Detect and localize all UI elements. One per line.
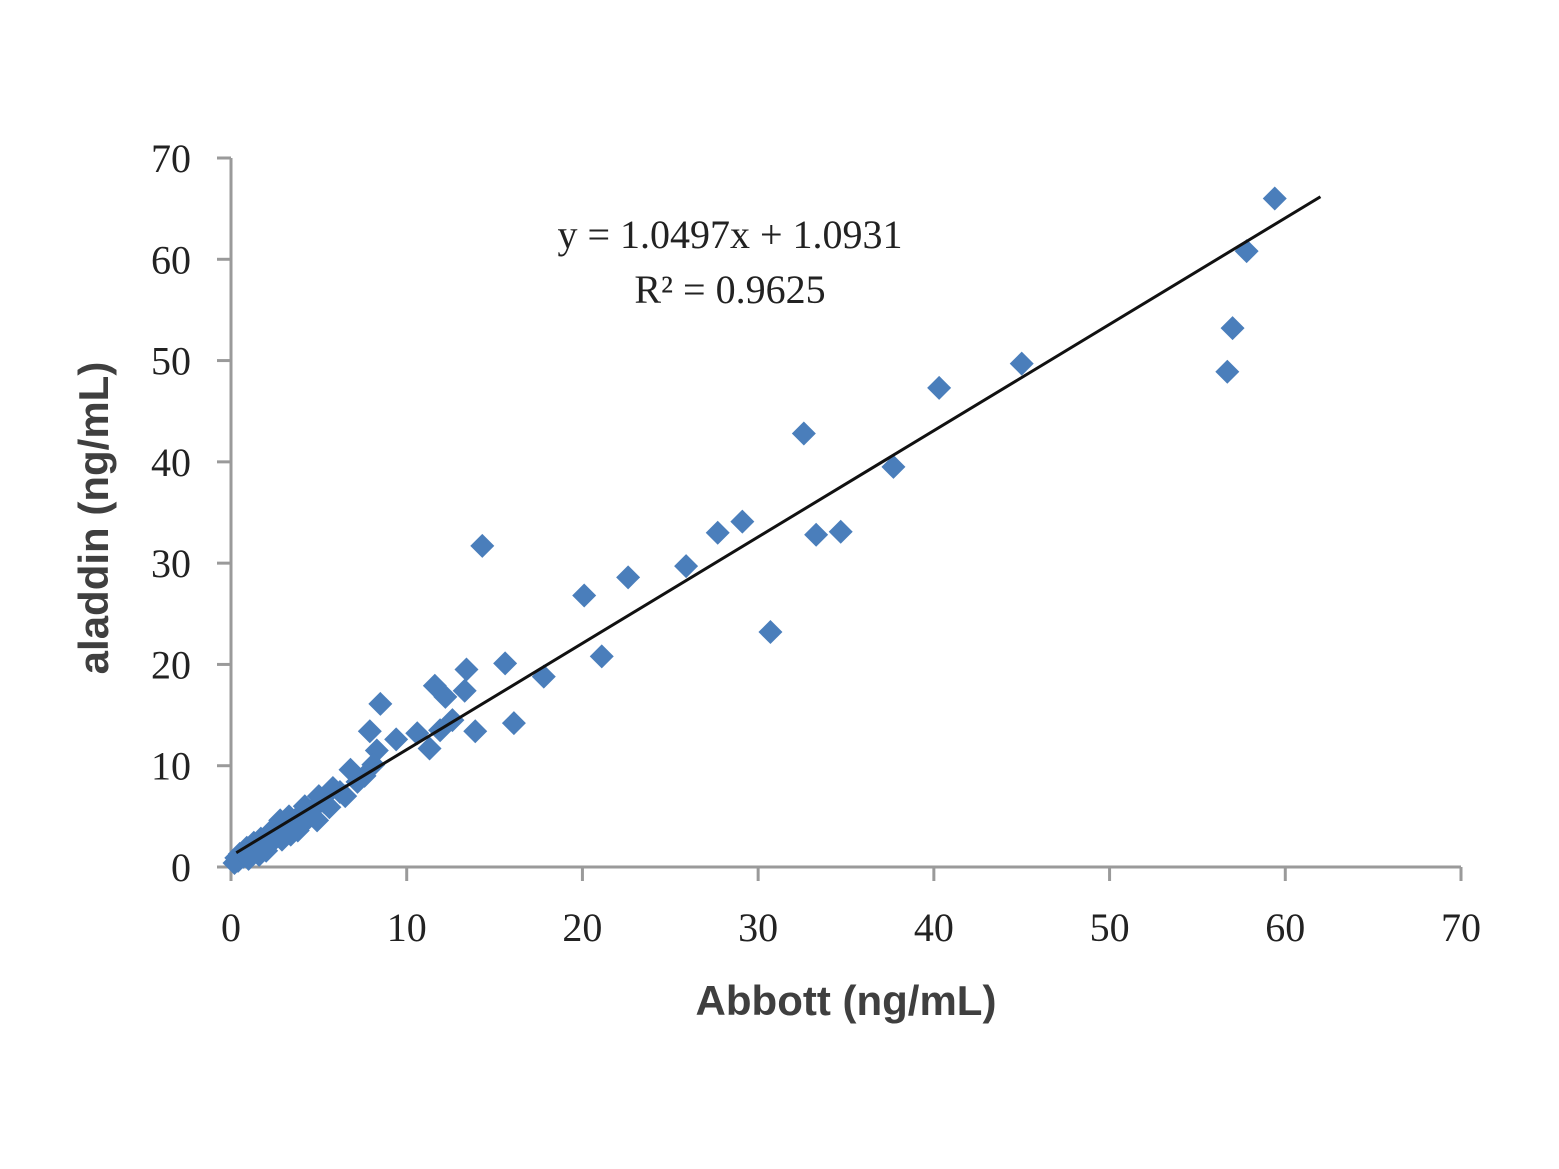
data-point: [572, 583, 597, 608]
data-point: [1215, 359, 1240, 384]
axes: 0 10 20 30 40 50 60 70 0 10 20 30 40 50 60 70: [151, 136, 1481, 950]
trendline-equation: y = 1.0497x + 1.0931: [557, 212, 902, 257]
data-point: [463, 719, 488, 744]
data-point: [1220, 316, 1245, 341]
data-point: [791, 421, 816, 446]
data-point: [368, 691, 393, 716]
data-point: [254, 838, 279, 863]
data-point: [452, 678, 477, 703]
data-point: [1262, 186, 1287, 211]
y-tick-label: 50: [151, 339, 191, 384]
y-tick-label: 30: [151, 541, 191, 586]
y-axis-title: aladdin (ng/mL): [70, 362, 117, 675]
x-tick-label: 70: [1441, 905, 1481, 950]
data-point: [927, 375, 952, 400]
data-point: [501, 711, 526, 736]
r-squared-label: R² = 0.9625: [634, 267, 825, 312]
y-tick-label: 40: [151, 440, 191, 485]
y-tick-label: 20: [151, 642, 191, 687]
y-tick-label: 0: [171, 845, 191, 890]
data-point: [674, 554, 699, 579]
data-point: [285, 818, 310, 843]
x-tick-label: 50: [1090, 905, 1130, 950]
x-tick-label: 40: [914, 905, 954, 950]
x-tick-label: 10: [387, 905, 427, 950]
y-tick-label: 10: [151, 744, 191, 789]
y-tick-label: 60: [151, 237, 191, 282]
data-point: [305, 808, 330, 833]
data-point: [357, 719, 382, 744]
data-point: [758, 620, 783, 645]
data-point: [804, 522, 829, 547]
data-point: [384, 727, 409, 752]
x-tick-label: 20: [562, 905, 602, 950]
x-tick-label: 30: [738, 905, 778, 950]
data-point: [705, 520, 730, 545]
data-point: [417, 736, 442, 761]
data-point: [828, 519, 853, 544]
data-point: [730, 509, 755, 534]
x-axis-title: Abbott (ng/mL): [696, 977, 997, 1024]
data-points: [222, 186, 1287, 875]
data-point: [616, 565, 641, 590]
data-point: [493, 651, 518, 676]
data-point: [470, 533, 495, 558]
data-point: [589, 644, 614, 669]
x-tick-label: 60: [1265, 905, 1305, 950]
x-tick-label: 0: [221, 905, 241, 950]
data-point: [433, 684, 458, 709]
data-point: [881, 454, 906, 479]
y-tick-label: 70: [151, 136, 191, 181]
data-point: [236, 846, 261, 871]
data-point: [1009, 351, 1034, 376]
data-point: [454, 657, 479, 682]
trendline: [235, 195, 1322, 855]
